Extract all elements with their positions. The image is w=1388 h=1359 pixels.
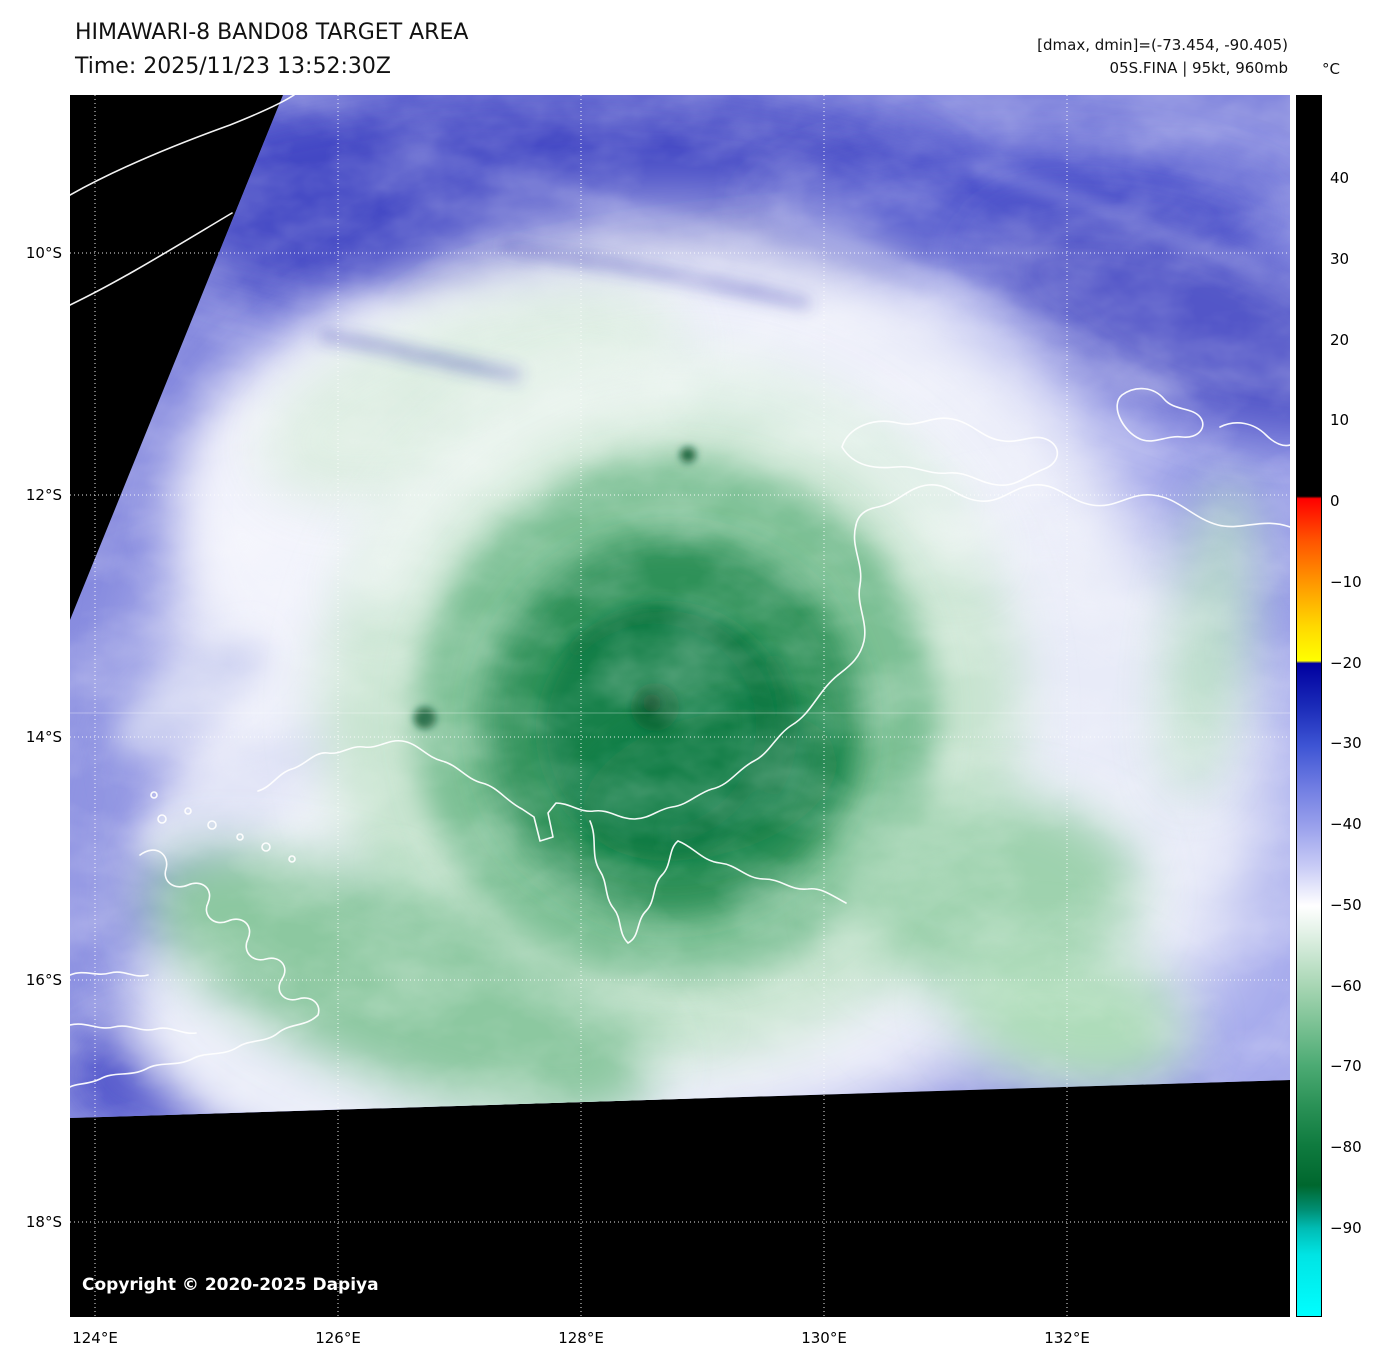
- colorbar-tick-m40: −40: [1330, 815, 1362, 833]
- colorbar-tick-m70: −70: [1330, 1057, 1362, 1075]
- satellite-map: Copyright © 2020-2025 Dapiya: [70, 95, 1290, 1317]
- lon-label-124e: 124°E: [72, 1329, 118, 1347]
- colorbar-tick-m10: −10: [1330, 573, 1362, 591]
- coastlines-group: [70, 95, 1290, 1088]
- lat-label-18s: 18°S: [25, 1213, 62, 1231]
- lon-label-126e: 126°E: [315, 1329, 361, 1347]
- colorbar-tick-m30: −30: [1330, 734, 1362, 752]
- lon-label-130e: 130°E: [801, 1329, 847, 1347]
- colorbar-tick-10: 10: [1330, 411, 1350, 429]
- colorbar-tick-30: 30: [1330, 250, 1350, 268]
- colorbar-unit-label: °C: [1322, 60, 1340, 78]
- colorbar-tick-m90: −90: [1330, 1219, 1362, 1237]
- lon-label-128e: 128°E: [558, 1329, 604, 1347]
- colorbar-tick-m50: −50: [1330, 896, 1362, 914]
- gridlines-group: [70, 95, 1290, 1317]
- satellite-image: [70, 95, 1290, 1317]
- colorbar-tick-20: 20: [1330, 331, 1350, 349]
- colorbar-tick-40: 40: [1330, 169, 1350, 187]
- storm-info-label: 05S.FINA | 95kt, 960mb: [1109, 59, 1288, 77]
- colorbar-tick-m20: −20: [1330, 654, 1362, 672]
- lat-label-14s: 14°S: [25, 728, 62, 746]
- lon-label-132e: 132°E: [1044, 1329, 1090, 1347]
- colorbar-tick-m60: −60: [1330, 977, 1362, 995]
- data-swath: [70, 95, 1290, 1118]
- lat-label-12s: 12°S: [25, 486, 62, 504]
- lat-label-16s: 16°S: [25, 971, 62, 989]
- colorbar-tick-0: 0: [1330, 492, 1340, 510]
- colorbar-tick-m80: −80: [1330, 1138, 1362, 1156]
- lat-label-10s: 10°S: [25, 244, 62, 262]
- colorbar-gradient: [1296, 95, 1322, 1317]
- time-label: Time: 2025/11/23 13:52:30Z: [75, 54, 391, 79]
- dmax-dmin-label: [dmax, dmin]=(-73.454, -90.405): [1037, 36, 1288, 54]
- page-title: HIMAWARI-8 BAND08 TARGET AREA: [75, 20, 469, 45]
- copyright-label: Copyright © 2020-2025 Dapiya: [82, 1275, 379, 1295]
